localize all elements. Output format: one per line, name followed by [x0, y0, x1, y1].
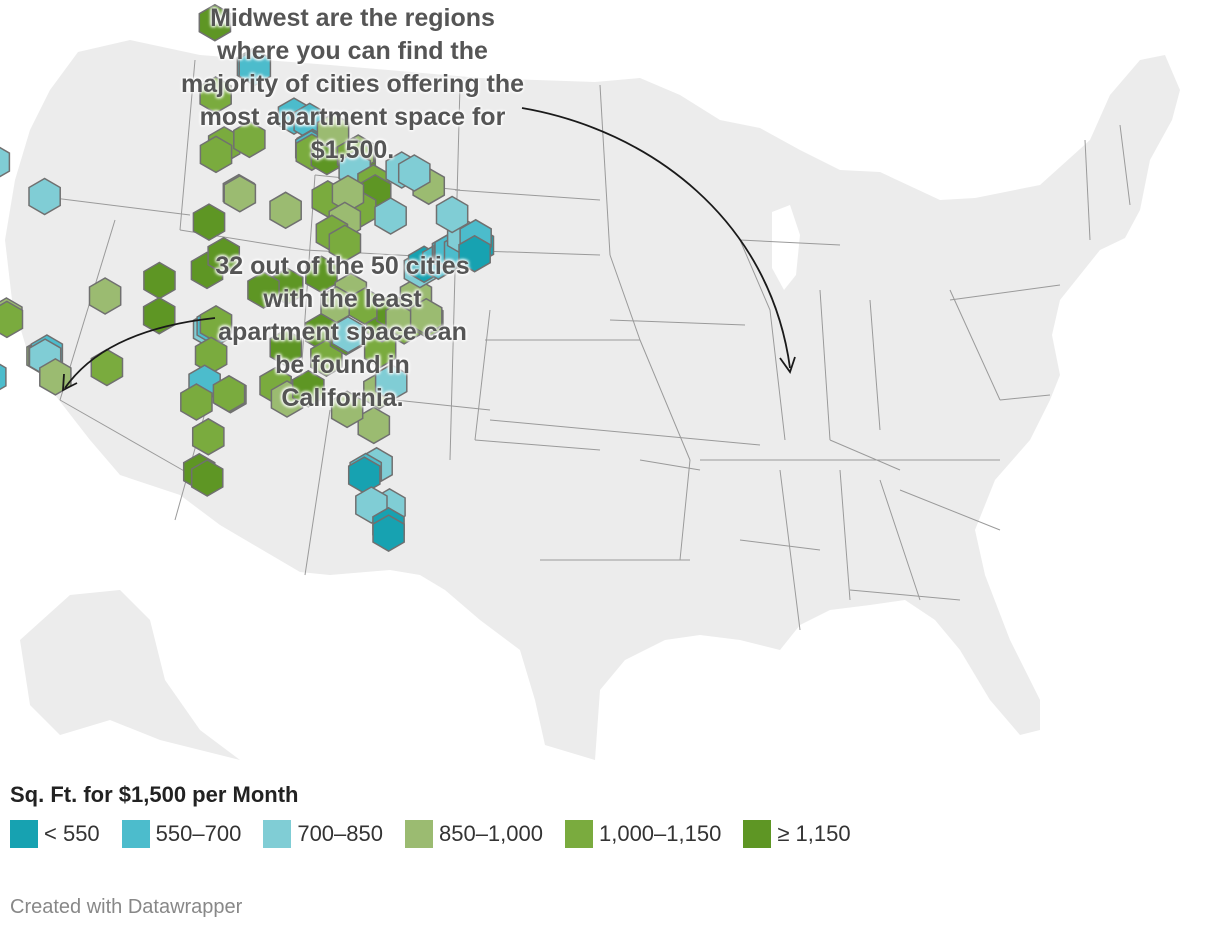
legend-swatch	[121, 820, 150, 848]
city-hexagon	[90, 348, 124, 387]
midwest-arrow	[521, 107, 791, 369]
legend-swatch	[564, 820, 593, 848]
legend-swatch	[263, 820, 292, 848]
city-hexagon	[207, 236, 241, 275]
legend-item: < 550	[10, 820, 100, 848]
midwest-arrowhead	[779, 356, 796, 374]
city-hexagon	[269, 191, 302, 230]
us-map	[0, 3, 1180, 760]
city-hexagon	[363, 330, 397, 369]
legend-swatch	[10, 820, 38, 848]
city-hexagon	[28, 177, 61, 216]
city-hexagon	[199, 135, 233, 174]
legend-items: < 550 550–700 700–850 850–1,000 1,000–1,…	[10, 820, 873, 848]
annotation-midwest: Midwest are the regions where you can fi…	[180, 4, 525, 164]
city-hexagon	[223, 174, 257, 213]
legend-swatch	[404, 820, 433, 848]
city-hexagon	[88, 277, 122, 315]
city-hexagon	[180, 383, 213, 421]
lake-michigan	[772, 205, 800, 290]
city-hexagon	[374, 197, 407, 235]
city-hexagon	[330, 390, 364, 429]
city-hexagon	[247, 271, 280, 309]
city-hexagon	[316, 112, 350, 151]
city-hexagon	[458, 234, 491, 273]
legend-item: 700–850	[263, 820, 383, 848]
city-hexagon	[190, 459, 224, 497]
city-hexagon	[142, 296, 176, 335]
alaska-shape	[20, 590, 240, 760]
city-hexagon	[198, 3, 232, 42]
city-hexagon	[0, 146, 11, 178]
city-hexagon	[212, 374, 246, 413]
city-hexagon	[238, 48, 272, 87]
city-hexagon	[374, 363, 408, 402]
city-hexagon	[291, 369, 325, 408]
legend-item: 850–1,000	[404, 820, 543, 848]
city-hexagon	[233, 120, 266, 159]
legend-label: 1,000–1,150	[598, 821, 722, 846]
california-arrowhead	[62, 373, 78, 392]
city-hexagon	[199, 76, 232, 114]
annotation-california: 32 out of the 50 cities with the least a…	[215, 252, 470, 412]
city-hexagon	[191, 417, 225, 456]
city-hexagon	[409, 297, 443, 336]
legend-title: Sq. Ft. for $1,500 per Month	[10, 782, 299, 807]
legend-swatch	[743, 820, 772, 848]
legend-label: ≥ 1,150	[777, 821, 851, 846]
footer-credit: Created with Datawrapper	[10, 896, 243, 918]
city-hexagon	[435, 195, 469, 234]
city-hexagon	[192, 203, 226, 241]
city-hexagon	[0, 300, 24, 339]
california-arrow	[64, 317, 216, 389]
legend-label: 550–700	[155, 821, 242, 846]
legend-label: < 550	[44, 821, 100, 846]
legend-item: ≥ 1,150	[743, 820, 851, 848]
annotation-arrows	[62, 107, 796, 392]
legend: Sq. Ft. for $1,500 per Month < 550 550–7…	[10, 782, 873, 848]
city-hexagon	[397, 154, 431, 192]
legend-label: 850–1,000	[438, 821, 543, 846]
legend-item: 1,000–1,150	[564, 820, 722, 848]
city-hexagon	[331, 315, 365, 354]
legend-item: 550–700	[121, 820, 242, 848]
city-hexagons	[0, 3, 495, 552]
city-hexagon	[305, 255, 338, 294]
city-hexagon	[0, 363, 7, 391]
city-hexagon	[269, 328, 303, 367]
city-hexagon	[328, 224, 362, 263]
city-hexagon	[372, 514, 405, 552]
legend-label: 700–850	[297, 821, 383, 846]
city-hexagon	[348, 287, 382, 325]
